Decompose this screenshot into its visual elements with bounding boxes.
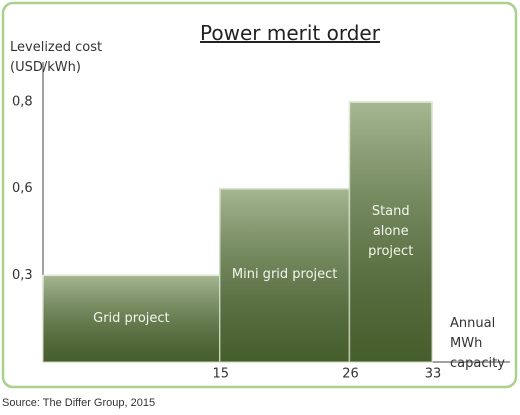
y-tick-label: 0,8 [12, 95, 33, 110]
bar-label: Stand alone project [368, 204, 414, 259]
chart-title: Power merit order [200, 21, 381, 45]
y-axis-label: Levelized cost (USD/kWh) [10, 40, 103, 75]
bar-label: Grid project [93, 310, 170, 326]
bar-label: Mini grid project [231, 267, 338, 283]
x-tick-label: 33 [425, 367, 442, 382]
source: Source: The Differ Group, 2015 [2, 397, 156, 409]
x-axis-label: Annual MWh capacity [450, 316, 505, 371]
x-tick-label: 26 [342, 367, 359, 382]
x-tick-label: 15 [213, 367, 230, 382]
y-tick-label: 0,6 [12, 181, 33, 196]
y-tick-label: 0,3 [12, 268, 33, 283]
